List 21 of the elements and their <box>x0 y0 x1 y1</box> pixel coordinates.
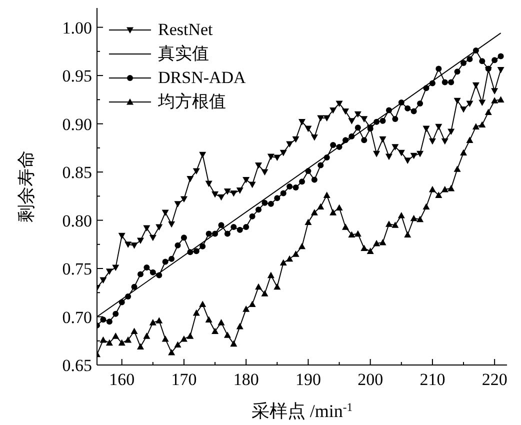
y-tick-label: 0.95 <box>62 66 92 86</box>
legend-label: 真实值 <box>158 43 209 65</box>
y-tick-label: 0.75 <box>62 260 92 279</box>
x-tick-label: 170 <box>171 370 197 389</box>
legend-label: DRSN-ADA <box>158 67 246 89</box>
legend-label: 均方根值 <box>158 91 226 113</box>
x-axis-title: 采样点 /min$^{-1}$ <box>251 400 353 421</box>
x-tick-label: 160 <box>109 370 135 389</box>
y-axis-title: 剩余寿命 <box>16 150 36 222</box>
x-tick-label: 180 <box>233 370 259 389</box>
x-tick-label: 210 <box>420 370 446 389</box>
y-tick-label: 0.85 <box>62 163 92 182</box>
x-tick-label: 190 <box>295 370 321 389</box>
y-tick-label: 0.65 <box>62 356 92 375</box>
y-tick-label: 0.80 <box>62 211 92 230</box>
x-tick-label: 220 <box>482 370 508 389</box>
x-tick-label: 200 <box>358 370 384 389</box>
y-tick-label: 0.90 <box>62 114 92 134</box>
legend-label: RestNet <box>158 19 213 41</box>
y-tick-label: 1.00 <box>62 18 92 38</box>
y-tick-label: 0.70 <box>62 308 92 327</box>
